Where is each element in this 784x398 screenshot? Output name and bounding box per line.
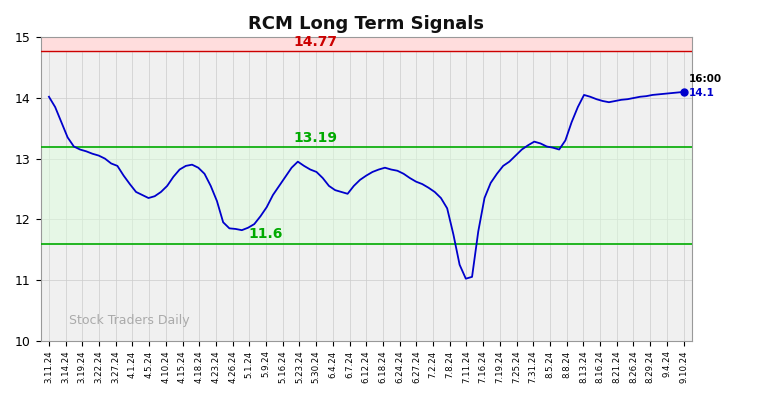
- Text: 13.19: 13.19: [293, 131, 337, 144]
- Bar: [41, 147, 692, 244]
- Text: 14.1: 14.1: [688, 88, 714, 98]
- Text: Stock Traders Daily: Stock Traders Daily: [69, 314, 190, 327]
- Text: 14.77: 14.77: [293, 35, 337, 49]
- Title: RCM Long Term Signals: RCM Long Term Signals: [249, 15, 485, 33]
- Text: 11.6: 11.6: [249, 227, 282, 241]
- Text: 16:00: 16:00: [688, 74, 722, 84]
- Bar: [41, 37, 692, 51]
